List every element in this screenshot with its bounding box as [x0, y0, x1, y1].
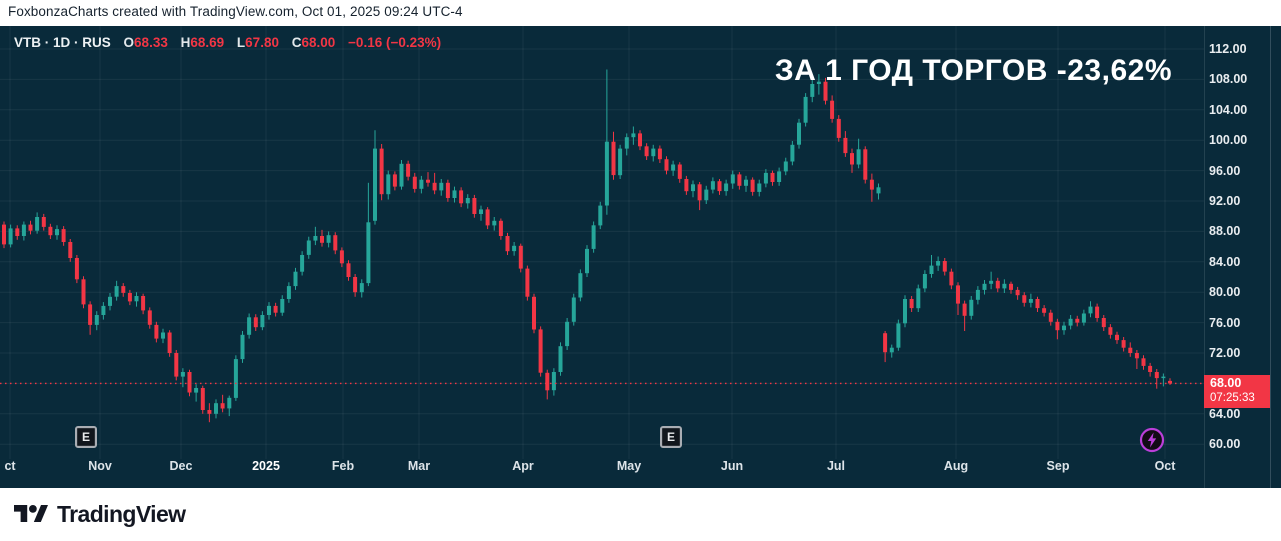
price-tick-label: 100.00	[1209, 133, 1248, 148]
price-tick-label: 72.00	[1209, 346, 1241, 360]
price-tick-label: 80.00	[1209, 285, 1241, 300]
current-price-value: 68.00	[1210, 376, 1242, 391]
low-label: L	[236, 35, 246, 50]
tradingview-logo-icon	[14, 504, 48, 523]
tradingview-logo-text: TradingView	[57, 501, 186, 527]
time-tick-label: 2025	[252, 459, 280, 473]
time-tick-label: Oct	[1154, 459, 1176, 473]
chart-panel: VTB · 1D · RUS O68.33 H68.69 L67.80 C68.…	[0, 26, 1281, 488]
attribution-text: FoxbonzaCharts created with TradingView.…	[8, 4, 463, 19]
high-label: H	[180, 35, 191, 50]
close-label: C	[291, 35, 302, 50]
time-tick-label: May	[616, 459, 642, 473]
price-tick-label: 96.00	[1209, 163, 1241, 178]
open-label: O	[123, 35, 135, 50]
price-axis-right-border	[1270, 26, 1271, 488]
low-value: 67.80	[245, 35, 279, 50]
price-tick-label: 104.00	[1209, 102, 1248, 117]
close-value: 68.00	[301, 35, 336, 50]
time-tick-label: Apr	[512, 459, 534, 473]
price-tick-label: 84.00	[1209, 254, 1241, 269]
price-tick-label: 88.00	[1209, 224, 1241, 239]
current-price-badge: 68.00 07:25:33	[1204, 375, 1270, 409]
time-tick-label: ct	[4, 459, 16, 473]
open-value: 68.33	[134, 35, 168, 50]
price-tick-label: 64.00	[1209, 406, 1241, 421]
price-tick-label: 60.00	[1209, 437, 1241, 452]
price-tick-label: 76.00	[1209, 315, 1241, 330]
time-tick-label: Mar	[407, 459, 431, 473]
price-axis-border	[1204, 26, 1205, 488]
time-tick-label: Dec	[169, 459, 193, 473]
earnings-marker-icon[interactable]: E	[75, 426, 97, 448]
change-value: −0.16 (−0.23%)	[348, 35, 442, 50]
time-tick-label: Sep	[1046, 459, 1070, 473]
symbol-title: VTB · 1D · RUS	[14, 35, 111, 50]
performance-annotation: ЗА 1 ГОД ТОРГОВ -23,62%	[774, 54, 1172, 87]
brand-bar: TradingView	[0, 488, 1281, 541]
time-tick-label: Jul	[826, 459, 846, 473]
bar-countdown-timer: 07:25:33	[1210, 392, 1255, 405]
time-tick-label: Aug	[943, 459, 969, 473]
high-value: 68.69	[190, 35, 225, 50]
time-tick-label: Nov	[88, 459, 112, 473]
price-tick-label: 92.00	[1209, 194, 1241, 208]
attribution-bar: FoxbonzaCharts created with TradingView.…	[0, 0, 1281, 26]
time-tick-label: Jun	[720, 459, 744, 473]
earnings-marker-icon[interactable]: E	[660, 426, 682, 448]
tradingview-logo: TradingView	[14, 501, 186, 528]
price-tick-label: 112.00	[1209, 42, 1247, 56]
flash-event-icon	[1139, 427, 1165, 453]
time-tick-label: Feb	[331, 459, 355, 473]
symbol-legend: VTB · 1D · RUS O68.33 H68.69 L67.80 C68.…	[14, 35, 441, 50]
price-tick-label: 108.00	[1209, 72, 1248, 87]
